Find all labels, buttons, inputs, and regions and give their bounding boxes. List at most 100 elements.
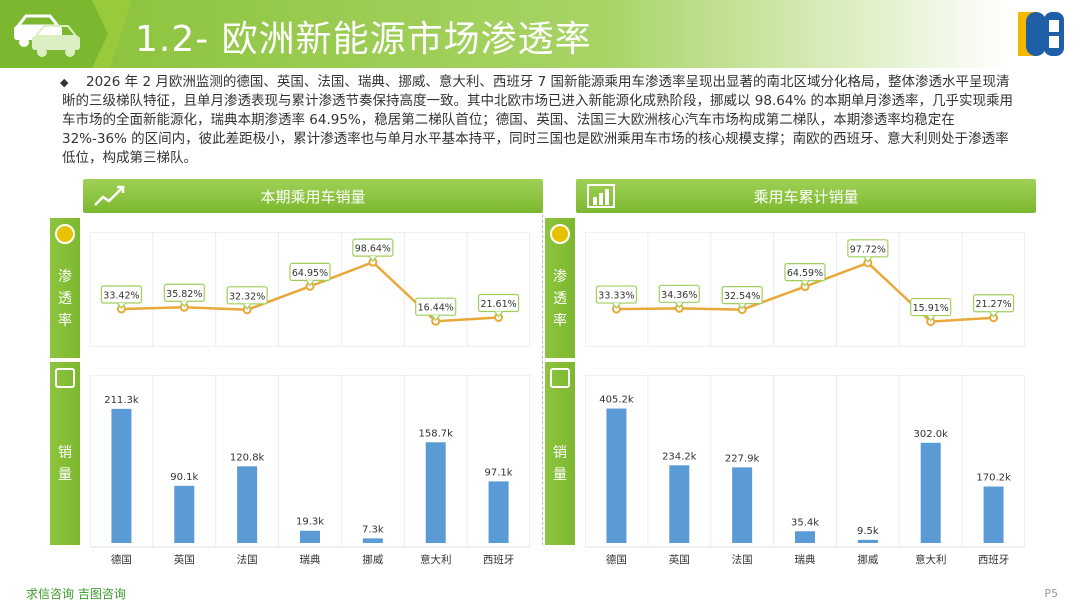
data-label: 98.64% [355,244,391,255]
bar-value-label: 211.3k [104,395,139,406]
data-label-pointer [989,311,999,318]
category-tick-label: 意大利 [420,553,452,566]
data-label-pointer [431,314,441,322]
bar [606,408,627,543]
right-sales-tab: 销 量 [545,362,575,545]
tab-char: 透 [553,291,567,307]
bar-value-label: 158.7k [419,428,454,439]
right-penetration-line-chart: 33.33% 34.36% 32.54% 64.59% 97.72% 15.91% 21.2… [585,232,1025,347]
category-tick-label: 西班牙 [978,554,1010,566]
bar [111,408,132,543]
bar-value-label: 90.1k [170,472,198,483]
car-icon [14,14,80,57]
bar-value-label: 19.3k [296,517,324,528]
page-header: 1.2- 欧洲新能源市场渗透率 [0,0,1080,70]
left-panel-title: 本期乘用车销量 [260,188,366,206]
bar-value-label: 170.2k [976,473,1011,484]
category-tick-label: 法国 [732,553,753,566]
bar-value-label: 7.3k [362,524,384,535]
data-label: 33.33% [598,291,634,302]
category-tick-label: 英国 [669,553,690,566]
bar-value-label: 9.5k [857,526,879,537]
panel-divider [542,215,543,545]
data-label: 15.91% [913,303,949,314]
data-label-pointer [674,301,684,309]
bar [425,442,446,543]
bar [920,442,941,543]
data-label-box [595,285,638,304]
data-label: 64.95% [292,268,328,279]
data-label-pointer [179,300,189,308]
data-label: 64.59% [787,268,823,279]
right-penetration-tab: 渗 透 率 [545,218,575,358]
bar-value-label: 227.9k [725,453,760,464]
category-tick-label: 英国 [174,553,195,566]
bar [795,531,815,543]
bar-value-label: 405.2k [599,395,634,406]
category-tick-label: 德国 [606,553,627,566]
category-tick-label: 挪威 [857,553,878,566]
left-sales-bar-chart: 211.3k 德国 90.1k 英国 120.8k 法国 19.3k 瑞典 7.3k 挪威 158.… [90,375,530,566]
bar [732,467,753,543]
tab-char: 量 [58,467,72,483]
plot-frame [90,375,530,548]
data-label-pointer [863,256,873,263]
data-label-pointer [116,302,126,309]
coin-icon [55,224,75,244]
car-icon-box [0,0,108,68]
tab-char: 透 [58,291,72,307]
bar-chart-icon [550,368,570,388]
data-label: 21.61% [480,299,516,310]
bar-chart-icon [587,184,615,208]
data-label-pointer [800,280,810,287]
bar [488,481,509,543]
brand-logo-icon [1018,12,1064,56]
category-tick-label: 西班牙 [483,554,514,566]
data-label: 33.42% [103,290,139,301]
left-sales-tab: 销 量 [50,362,80,545]
category-tick-label: 挪威 [362,553,383,566]
data-label-pointer [368,255,378,263]
left-penetration-line-chart: 33.42% 35.82% 32.32% 64.95% 98.64% 16.44% 21.6… [90,232,530,347]
data-label: 32.54% [724,291,760,302]
data-label: 16.44% [418,303,454,314]
bar-value-label: 35.4k [791,517,819,528]
data-label: 21.27% [975,299,1011,310]
bar [669,465,690,543]
bar-value-label: 97.1k [485,467,513,478]
header-band [110,0,1010,68]
category-tick-label: 德国 [111,553,132,566]
data-label-box [352,238,394,257]
bar [237,466,258,543]
tab-char: 销 [58,445,72,461]
tab-char: 率 [58,313,72,329]
bar [857,539,878,543]
data-label-pointer [926,315,936,322]
tab-char: 渗 [553,269,567,285]
footer-source: 求信咨询 吉图咨询 [26,587,126,601]
bar [983,486,1004,543]
category-tick-label: 法国 [237,553,258,566]
data-label: 97.72% [850,244,886,255]
category-tick-label: 瑞典 [300,553,321,566]
tab-char: 销 [553,445,567,461]
bar-value-label: 302.0k [914,429,949,440]
bar-value-label: 234.2k [662,451,697,462]
trend-up-icon [94,185,125,206]
left-penetration-tab: 渗 透 率 [50,218,80,358]
bar-chart-icon [55,368,75,388]
data-label-pointer [242,303,252,310]
data-label-box [415,297,457,316]
data-label-pointer [737,303,747,310]
bar [362,538,383,543]
category-tick-label: 意大利 [915,553,947,566]
bar [300,530,320,543]
intro-paragraph: 2026 年 2 月欧洲监测的德国、英国、法国、瑞典、挪威、意大利、西班牙 7 … [62,74,1014,166]
bar-value-label: 120.8k [230,452,265,463]
bullet-icon: ◆ [60,76,69,89]
right-panel-header: 乘用车累计销量 [576,179,1036,213]
coin-icon [550,224,570,244]
right-panel-title: 乘用车累计销量 [753,188,859,206]
page-title: 1.2- 欧洲新能源市场渗透率 [135,19,592,60]
data-label-pointer [494,311,504,318]
